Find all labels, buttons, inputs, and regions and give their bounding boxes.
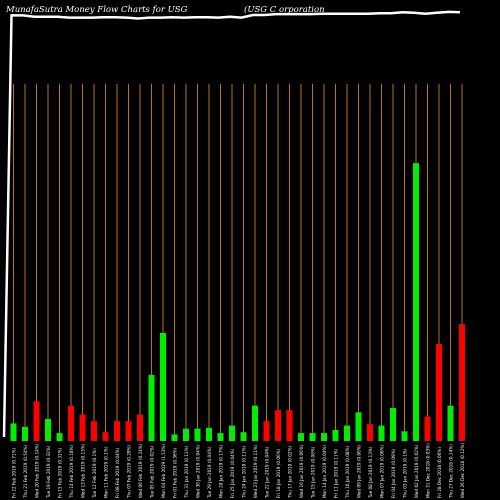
x-tick-label: Thu 24 Jan 2019 (0.11%): [242, 445, 247, 499]
money-flow-bar: [206, 427, 212, 441]
x-tick-label: Wed 16 Jan 2019 (0.06%): [299, 444, 304, 498]
money-flow-bar: [45, 418, 51, 441]
chart-subtitle: (USG C orporation: [244, 5, 325, 15]
money-flow-bar: [137, 414, 143, 441]
x-tick-label: Fri 01 Feb 2019 (0.36%): [173, 447, 178, 498]
x-tick-label: Wed 06 Feb 2019 (0.24%): [138, 443, 143, 498]
x-tick-label: Tue 22 Jan 2019 (0.04%): [265, 446, 270, 499]
money-flow-bar: [447, 405, 454, 441]
price-line: [2, 10, 461, 438]
money-flow-bar: [148, 374, 155, 442]
x-tick-label: Wed 09 Jan 2019 (0.06%): [357, 444, 362, 498]
x-tick-label: Fri 15 Feb 2019 (0.31%): [58, 447, 63, 498]
x-tick-label: Thu 17 Jan 2019 (0.02%): [288, 445, 293, 499]
money-flow-bar: [114, 421, 120, 441]
money-flow-bar: [275, 410, 281, 441]
money-flow-bar: [79, 414, 86, 441]
price-line-group: [2, 10, 461, 438]
money-flow-bar: [401, 431, 408, 441]
money-flow-bar: [91, 421, 97, 441]
chart-title: MunafaSutra Money Flow Charts for USG: [6, 5, 188, 15]
x-axis-labels: Fri 22 Feb 2019 (0.71%) Thu 21 Feb 2019 (…: [12, 443, 466, 499]
x-tick-label: Fri 08 Feb 2019 (0.04%): [115, 447, 120, 498]
x-tick-label: Tue 15 Jan 2019 (0.06%): [311, 446, 316, 499]
money-flow-bar: [102, 432, 109, 441]
money-flow-bar: [171, 434, 178, 441]
x-tick-label: Wed 30 Jan 2019 (0.04%): [196, 444, 201, 498]
money-flow-bar: [390, 407, 396, 441]
money-flow-bar: [286, 410, 293, 441]
money-flow-bar: [56, 433, 63, 441]
x-tick-label: Thu 07 Feb 2019 (0.29%): [127, 444, 132, 499]
x-tick-label: Mon 04 Feb 2019 (1.53%): [161, 444, 166, 498]
money-flow-bar: [332, 430, 339, 441]
x-tick-label: Tue 05 Feb 2019 (0.02%): [150, 445, 155, 499]
x-tick-label: Mon 14 Jan 2019 (0.04%): [322, 444, 327, 498]
money-flow-bars: [10, 163, 465, 442]
money-flow-bar: [367, 424, 373, 441]
money-flow-bar: [344, 425, 350, 441]
x-tick-label: Fri 11 Jan 2019 (0.11%): [334, 448, 339, 498]
x-tick-label: Wed 23 Jan 2019 (0.11%): [253, 444, 258, 498]
x-tick-label: Fri 25 Jan 2019 (0.04%): [230, 448, 235, 498]
money-flow-bar: [125, 421, 132, 441]
x-tick-label: Mon 07 Jan 2019 (0.06%): [380, 444, 385, 498]
x-tick-label: Thu 10 Jan 2019 (0.08%): [345, 445, 350, 499]
money-flow-bar: [459, 324, 465, 441]
x-tick-label: Thu 31 Jan 2019 (0.11%): [184, 445, 189, 499]
x-tick-label: Thu 14 Feb 2019 (0.18%): [69, 444, 74, 499]
money-flow-bar: [413, 163, 419, 441]
x-tick-label: Tue 19 Feb 2019 (0.32%): [46, 445, 51, 499]
money-flow-bar: [183, 428, 189, 441]
money-flow-bar: [436, 344, 442, 441]
money-flow-bar: [263, 421, 270, 441]
grid-lines: [13, 84, 463, 441]
x-tick-label: Wed 13 Feb 2019 (0.13%): [81, 443, 86, 498]
money-flow-bar: [160, 333, 166, 441]
x-tick-label: Tue 08 Jan 2019 (0.13%): [368, 446, 373, 499]
x-tick-label: Mon 28 Jan 2019 (0.17%): [219, 444, 224, 498]
x-tick-label: Wed 02 Jan 2019 (0.02%): [414, 444, 419, 498]
money-flow-bar: [309, 433, 316, 441]
money-flow-bar: [298, 433, 304, 441]
money-flow-bar: [240, 432, 247, 441]
x-tick-label: Mon 11 Feb 2019 (0.1%): [104, 446, 109, 498]
x-tick-label: Thu 27 Dec 2018 (0.14%): [449, 444, 454, 499]
x-tick-label: Wed 26 Dec 2018 (0.12%): [460, 443, 465, 498]
money-flow-bar: [378, 425, 385, 441]
x-tick-label: Fri 18 Jan 2019 (0.06%): [276, 448, 281, 498]
x-tick-label: Mon 31 Dec 2018 (0.03%): [426, 443, 431, 498]
money-flow-bar: [321, 433, 327, 441]
x-tick-label: Thu 21 Feb 2019 (0.54%): [23, 444, 28, 499]
money-flow-bar: [424, 416, 431, 441]
x-tick-label: Tue 12 Feb 2019 (0.1%): [92, 448, 97, 499]
money-flow-bar: [33, 401, 40, 441]
x-tick-label: Tue 29 Jan 2019 (0.04%): [207, 446, 212, 499]
money-flow-bar: [229, 425, 235, 441]
x-tick-label: Wed 20 Feb 2019 (0.14%): [35, 443, 40, 498]
money-flow-bar: [252, 405, 258, 441]
x-tick-label: Fri 22 Feb 2019 (0.71%): [12, 447, 17, 498]
money-flow-bar: [22, 426, 28, 441]
x-tick-label: Fri 28 Dec 2018 (0.06%): [437, 447, 442, 498]
money-flow-bar: [355, 412, 362, 441]
money-flow-bar: [10, 423, 17, 441]
money-flow-bar: [217, 433, 224, 441]
money-flow-bar: [194, 428, 201, 441]
x-tick-label: Fri 04 Jan 2019 (0.09%): [391, 448, 396, 498]
money-flow-bar: [68, 405, 74, 441]
x-tick-label: Thu 03 Jan 2019 (0.1%): [403, 448, 408, 499]
